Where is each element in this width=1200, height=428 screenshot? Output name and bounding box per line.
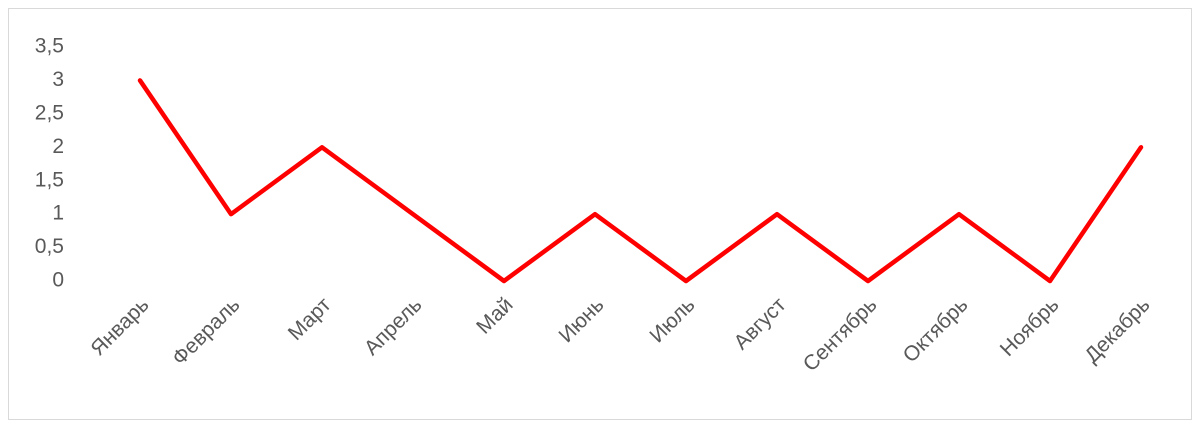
y-tick-label: 2 xyxy=(52,135,64,158)
line-series xyxy=(137,78,1144,284)
y-tick-label: 0 xyxy=(52,269,64,292)
y-tick-label: 1 xyxy=(52,202,64,225)
y-tick-label: 2,5 xyxy=(35,101,64,124)
y-tick-label: 3 xyxy=(52,68,64,91)
chart-border xyxy=(8,8,1192,420)
y-tick-label: 3,5 xyxy=(35,35,64,58)
y-tick-label: 1,5 xyxy=(35,168,64,191)
y-tick-label: 0,5 xyxy=(35,235,64,258)
